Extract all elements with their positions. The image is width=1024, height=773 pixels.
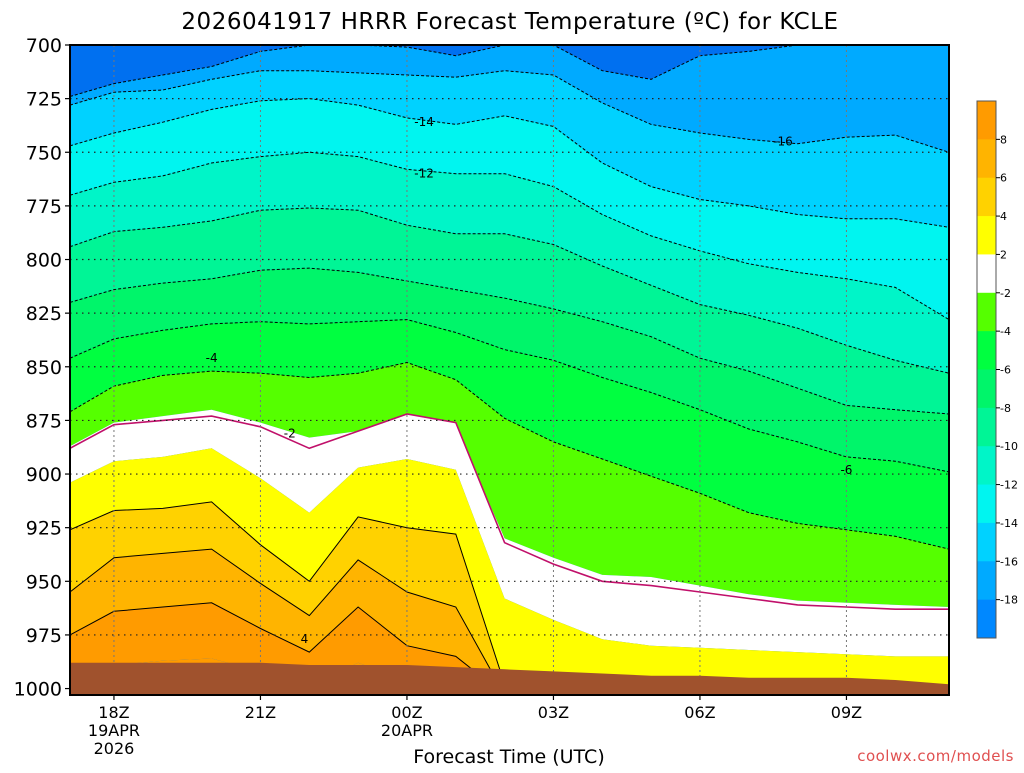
colorbar-label: -18 (1000, 594, 1018, 607)
contour-label: -14 (414, 115, 434, 129)
credit-text[interactable]: coolwx.com/models (857, 747, 1014, 765)
colorbar-label: 6 (1000, 172, 1007, 185)
band-2-to-4 (70, 448, 949, 691)
contour-labels: -14 -12 -16 -4 -2 -6 4 (206, 115, 853, 646)
colorbar-swatch (977, 139, 996, 179)
band-4-to-6 (70, 501, 949, 695)
band--14-to--12 (70, 98, 949, 320)
contour-label: 4 (301, 632, 309, 646)
colorbar-label: -12 (1000, 479, 1018, 492)
colorbar-label: -10 (1000, 440, 1018, 453)
contour-label: -12 (414, 167, 434, 181)
x-tick-label: 2026 (94, 739, 135, 758)
x-tick-label: 21Z (245, 703, 276, 722)
colorbar-swatch (977, 446, 996, 486)
isotherm--10 (70, 207, 949, 374)
contour-label: -6 (840, 463, 852, 477)
band-0-to-2 (70, 414, 949, 657)
y-tick-label: 925 (26, 518, 62, 540)
isotherm-6 (70, 548, 949, 695)
x-tick-label: 18Z (98, 703, 129, 722)
y-axis: 700 725 750 775 800 825 850 875 900 925 950 975 1000 (14, 35, 70, 701)
y-tick-label: 950 (26, 571, 62, 593)
colorbar-label: -2 (1000, 287, 1011, 300)
colorbar-label: 2 (1000, 248, 1007, 261)
x-tick-label: 09Z (831, 703, 862, 722)
y-tick-label: 700 (26, 35, 62, 57)
y-tick-label: 775 (26, 196, 62, 218)
colorbar-swatch (977, 599, 996, 639)
y-tick-label: 1000 (14, 679, 62, 701)
colorbar-swatch (977, 331, 996, 370)
colorbar-swatch (977, 254, 996, 294)
plot-frame (69, 44, 950, 696)
isotherm--4 (70, 361, 949, 550)
band--12-to--10 (70, 152, 949, 374)
colorbar-label: 4 (1000, 210, 1007, 223)
ground-surface (70, 662, 949, 695)
isotherm-8 (70, 602, 949, 695)
band--4-to--2 (70, 362, 949, 607)
y-tick-label: 900 (26, 464, 62, 486)
isotherm-0 (70, 413, 949, 611)
y-tick-label: 825 (26, 303, 62, 325)
colorbar-label: -6 (1000, 364, 1011, 377)
colorbar-label: -16 (1000, 555, 1018, 568)
colorbar-swatch (977, 292, 996, 332)
contour-label: -2 (284, 426, 296, 440)
contour-label: -16 (773, 135, 793, 149)
colorbar-swatch (977, 177, 996, 217)
colorbar: 8 6 4 2 -2 -4 -6 -8 -10 -12 -14 -16 -18 (976, 100, 1018, 639)
ground-polygon (70, 662, 949, 695)
band-6-to-8 (70, 549, 949, 695)
colorbar-swatch (977, 561, 996, 601)
contour-label: -4 (206, 351, 218, 365)
colorbar-label: -4 (1000, 325, 1011, 338)
band--6-to--4 (70, 319, 949, 550)
band--18-to--16 (70, 45, 949, 153)
y-tick-label: 875 (26, 410, 62, 432)
chart-title: 2026041917 HRRR Forecast Temperature (ºC… (181, 9, 838, 35)
isotherm--12 (70, 151, 949, 321)
filled-contours (70, 45, 949, 695)
isotherm--6 (70, 319, 949, 473)
x-tick-label: 06Z (684, 703, 715, 722)
colorbar-swatch (977, 522, 996, 562)
y-tick-label: 750 (26, 142, 62, 164)
band--10-to--8 (70, 208, 949, 414)
y-tick-label: 975 (26, 625, 62, 647)
colorbar-swatch (977, 484, 996, 524)
colorbar-label: -8 (1000, 402, 1011, 415)
y-tick-label: 800 (26, 250, 62, 272)
colorbar-swatch (977, 407, 996, 447)
isotherm--16 (70, 70, 949, 153)
colorbar-label: -14 (1000, 517, 1018, 530)
y-tick-label: 850 (26, 357, 62, 379)
x-tick-label: 19APR (88, 721, 140, 740)
isotherm--14 (70, 98, 949, 228)
x-tick-label: 00Z (391, 703, 422, 722)
isotherm--8 (70, 267, 949, 415)
band--16-to--14 (70, 70, 949, 228)
colorbar-swatch (977, 369, 996, 409)
colorbar-swatch (977, 216, 996, 255)
y-tick-label: 725 (26, 89, 62, 111)
colorbar-label: 8 (1000, 133, 1007, 146)
x-tick-label: 20APR (381, 721, 433, 740)
x-tick-label: 03Z (538, 703, 569, 722)
contour-lines (70, 45, 949, 695)
colorbar-swatch (977, 101, 996, 140)
x-axis-label: Forecast Time (UTC) (413, 746, 604, 768)
